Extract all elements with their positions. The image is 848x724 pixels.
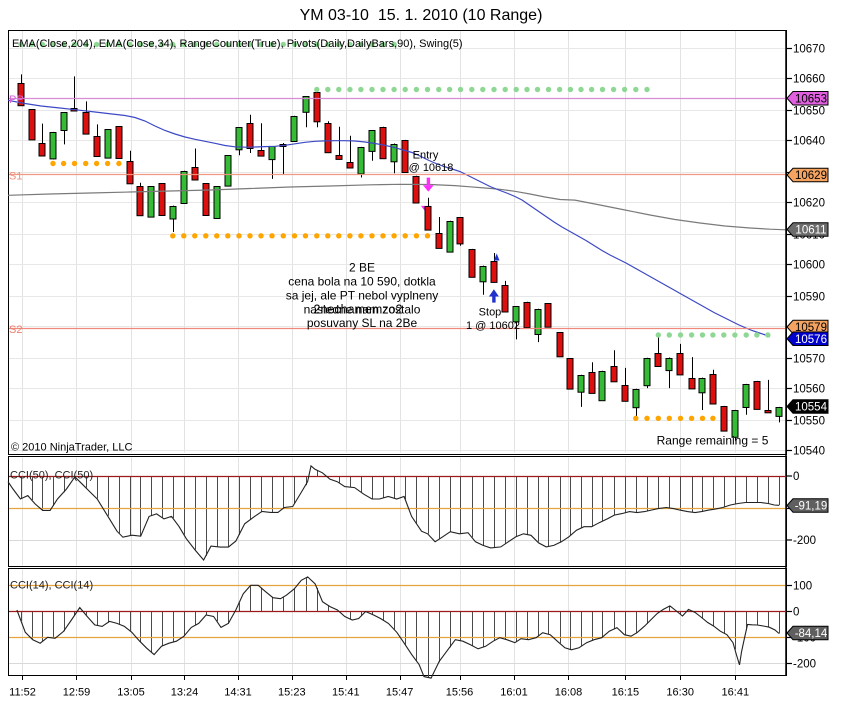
svg-text:cena bola na 10 590, dotkla: cena bola na 10 590, dotkla bbox=[288, 275, 436, 289]
svg-text:13:05: 13:05 bbox=[117, 687, 145, 699]
svg-text:13:24: 13:24 bbox=[171, 687, 199, 699]
svg-text:10650: 10650 bbox=[793, 106, 825, 118]
svg-text:YM 03-10 15. 1. 2010 (10 Rang: YM 03-10 15. 1. 2010 (10 Range) bbox=[300, 7, 543, 24]
svg-text:-91,19: -91,19 bbox=[795, 501, 828, 513]
svg-text:10660: 10660 bbox=[793, 74, 825, 86]
svg-text:nasledne nam zostalo: nasledne nam zostalo bbox=[304, 303, 421, 317]
svg-text:-200: -200 bbox=[793, 535, 816, 547]
svg-text:10590: 10590 bbox=[793, 292, 825, 304]
svg-text:16:08: 16:08 bbox=[555, 687, 583, 699]
svg-text:S1: S1 bbox=[9, 171, 22, 183]
svg-text:10579: 10579 bbox=[795, 322, 827, 334]
svg-text:10629: 10629 bbox=[795, 170, 827, 182]
svg-text:posuvany SL na 2Be: posuvany SL na 2Be bbox=[307, 316, 418, 330]
svg-text:0: 0 bbox=[793, 607, 799, 619]
svg-text:15:56: 15:56 bbox=[446, 687, 474, 699]
svg-text:14:31: 14:31 bbox=[224, 687, 252, 699]
svg-text:10554: 10554 bbox=[795, 402, 828, 414]
svg-text:16:15: 16:15 bbox=[612, 687, 640, 699]
svg-text:10540: 10540 bbox=[793, 446, 825, 458]
svg-text:16:30: 16:30 bbox=[666, 687, 694, 699]
svg-text:100: 100 bbox=[793, 581, 812, 593]
svg-text:10560: 10560 bbox=[793, 384, 825, 396]
svg-text:10550: 10550 bbox=[793, 416, 825, 428]
svg-text:10611: 10611 bbox=[795, 225, 826, 237]
svg-text:10576: 10576 bbox=[795, 334, 827, 346]
svg-text:12:59: 12:59 bbox=[63, 687, 91, 699]
svg-text:-200: -200 bbox=[793, 659, 816, 671]
svg-text:0: 0 bbox=[793, 471, 799, 483]
svg-text:PP: PP bbox=[9, 94, 24, 106]
svg-text:2 BE: 2 BE bbox=[349, 261, 375, 275]
svg-text:15:23: 15:23 bbox=[278, 687, 306, 699]
svg-text:16:41: 16:41 bbox=[722, 687, 750, 699]
svg-text:11:52: 11:52 bbox=[9, 687, 36, 699]
svg-text:Entry: Entry bbox=[413, 150, 439, 162]
svg-text:S2: S2 bbox=[9, 324, 22, 336]
svg-text:sa jej, ale PT nebol vyplneny: sa jej, ale PT nebol vyplneny bbox=[286, 289, 439, 303]
svg-text:10670: 10670 bbox=[793, 44, 825, 56]
svg-text:15:47: 15:47 bbox=[386, 687, 414, 699]
svg-text:@ 10618: @ 10618 bbox=[409, 162, 454, 174]
svg-text:10640: 10640 bbox=[793, 136, 825, 148]
svg-text:10653: 10653 bbox=[795, 93, 827, 105]
svg-text:EMA(Close,204), EMA(Close,34),: EMA(Close,204), EMA(Close,34), RangeCoun… bbox=[12, 38, 463, 50]
svg-text:Stop: Stop bbox=[479, 307, 502, 319]
svg-text:CCI(50), CCI(50): CCI(50), CCI(50) bbox=[10, 470, 93, 482]
svg-text:© 2010 NinjaTrader, LLC: © 2010 NinjaTrader, LLC bbox=[11, 442, 132, 454]
svg-text:2nechamemzo2: 2nechamemzo2 bbox=[314, 303, 403, 317]
svg-text:-84,14: -84,14 bbox=[795, 628, 828, 640]
svg-text:16:01: 16:01 bbox=[500, 687, 528, 699]
svg-text:10600: 10600 bbox=[793, 260, 825, 272]
svg-text:1 @ 10602: 1 @ 10602 bbox=[466, 320, 520, 332]
svg-text:CCI(14), CCI(14): CCI(14), CCI(14) bbox=[10, 580, 93, 592]
svg-text:15:41: 15:41 bbox=[332, 687, 360, 699]
svg-text:Range remaining = 5: Range remaining = 5 bbox=[657, 434, 769, 448]
svg-text:10620: 10620 bbox=[793, 198, 825, 210]
svg-text:10570: 10570 bbox=[793, 354, 825, 366]
